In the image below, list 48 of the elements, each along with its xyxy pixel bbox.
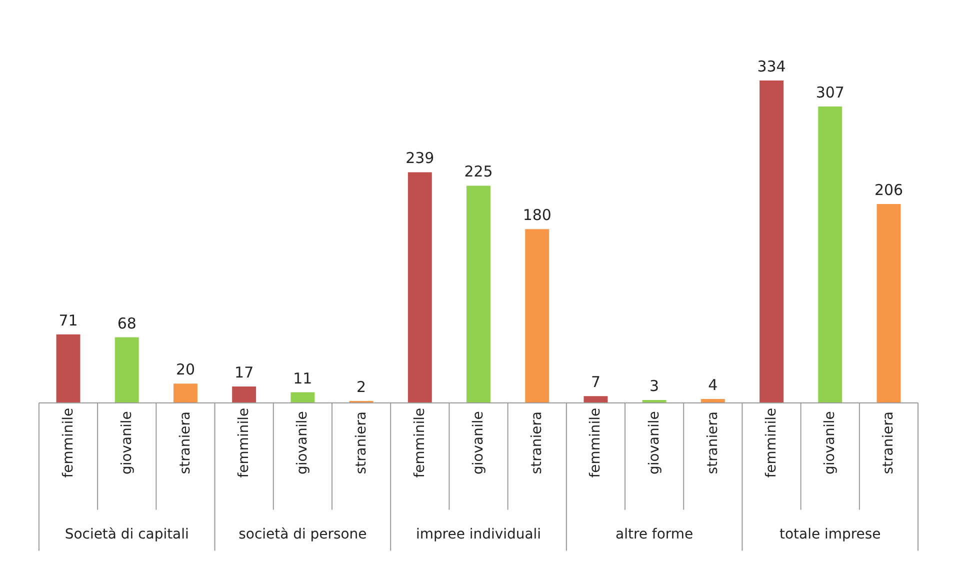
bar — [584, 396, 608, 403]
bar — [173, 384, 198, 403]
data-label: 3 — [650, 376, 660, 395]
text: femminile — [236, 408, 252, 478]
text: giovanile — [294, 411, 311, 475]
bar — [290, 392, 315, 403]
bar — [232, 386, 256, 403]
data-label: 334 — [757, 58, 786, 76]
text: giovanile — [470, 411, 486, 475]
data-label: 20 — [176, 360, 196, 379]
text: giovanile — [646, 411, 662, 475]
text: giovanile — [822, 411, 838, 475]
bar — [700, 399, 725, 403]
bar — [876, 204, 901, 403]
text: femminile — [588, 408, 604, 478]
text: straniera — [353, 411, 370, 474]
bar — [408, 172, 432, 403]
data-label: 225 — [464, 162, 493, 181]
data-label: 180 — [522, 206, 552, 224]
bar — [466, 186, 490, 403]
x-tick-label: Società di capitali — [64, 526, 189, 543]
data-label: 2 — [356, 378, 366, 396]
data-label: 11 — [293, 369, 312, 388]
data-label: 7 — [590, 373, 600, 392]
text: straniera — [704, 411, 721, 474]
text: giovanile — [118, 411, 135, 475]
x-tick-label: impree individuali — [416, 526, 542, 543]
bar — [56, 334, 80, 403]
bar — [114, 337, 139, 403]
data-label: 4 — [708, 376, 718, 394]
data-label: 68 — [117, 314, 136, 332]
text: femminile — [764, 408, 780, 478]
text: femminile — [60, 408, 76, 478]
data-label: 307 — [816, 84, 844, 102]
data-label: 71 — [58, 311, 78, 330]
text: femminile — [412, 408, 428, 478]
bar — [525, 229, 550, 403]
x-tick-label: società di persone — [238, 526, 367, 543]
text: straniera — [880, 411, 897, 474]
data-label: 17 — [234, 363, 254, 382]
bar — [818, 106, 842, 403]
x-tick-label: totale imprese — [780, 526, 881, 543]
bar — [760, 80, 784, 403]
data-label: 206 — [874, 181, 904, 200]
data-label: 239 — [406, 149, 434, 168]
text: straniera — [529, 411, 546, 474]
x-tick-label: altre forme — [616, 526, 694, 543]
text: straniera — [177, 411, 194, 474]
